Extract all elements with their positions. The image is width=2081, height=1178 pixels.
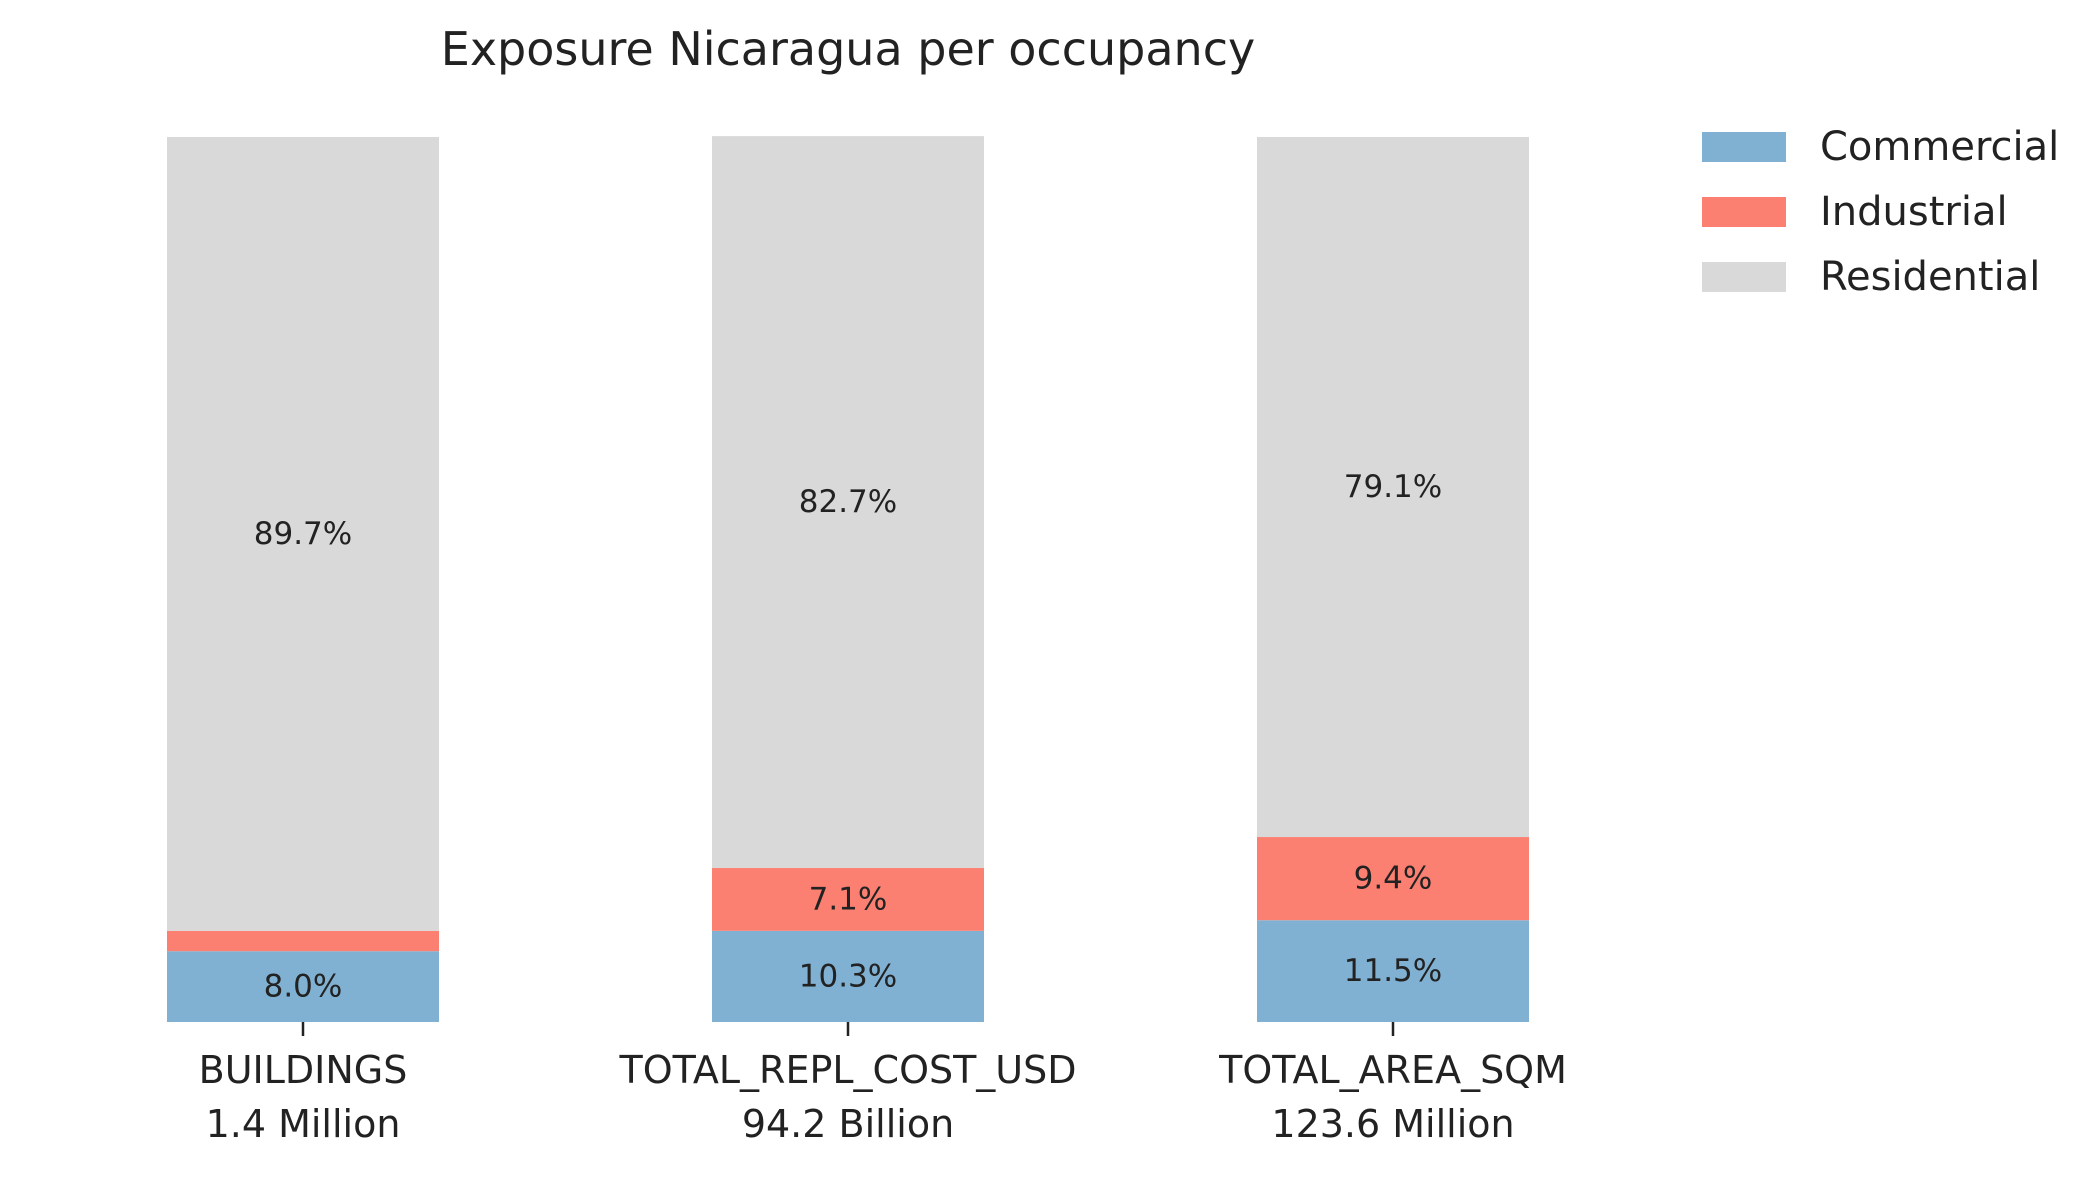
legend-swatch-industrial — [1702, 197, 1786, 227]
x-tick-total-label: 123.6 Million — [1271, 1102, 1514, 1146]
bar-segment-residential — [1257, 137, 1529, 838]
x-tick-total-label: 1.4 Million — [206, 1102, 401, 1146]
chart-title: Exposure Nicaragua per occupancy — [441, 22, 1255, 76]
bar-segment-industrial — [712, 868, 984, 931]
x-tick-total-label: 94.2 Billion — [742, 1102, 954, 1146]
data-label: 79.1% — [1344, 469, 1442, 505]
bar-segment-industrial — [1257, 837, 1529, 921]
bars-layer — [167, 136, 1529, 1022]
legend: Commercial Industrial Residential — [1702, 124, 2059, 300]
bar-segment-industrial — [167, 930, 439, 952]
x-tick-label: TOTAL_AREA_SQM — [1218, 1048, 1567, 1092]
x-tick-label: TOTAL_REPL_COST_USD — [618, 1048, 1076, 1092]
data-label: 7.1% — [809, 881, 888, 917]
bar-segment-commercial — [167, 951, 439, 1022]
data-label: 89.7% — [254, 516, 352, 552]
x-tick-label: BUILDINGS — [199, 1048, 408, 1092]
data-label: 11.5% — [1344, 953, 1442, 989]
bar-segment-commercial — [1257, 920, 1529, 1022]
data-label: 10.3% — [799, 958, 897, 994]
legend-label-residential: Residential — [1820, 254, 2040, 300]
segment-labels-layer: 8.0% 89.7% 10.3% 7.1% 82.7% 11.5% 9.4% 79.1% — [254, 469, 1442, 1005]
data-label: 8.0% — [264, 969, 343, 1005]
legend-swatch-residential — [1702, 262, 1786, 292]
x-axis: BUILDINGS 1.4 Million TOTAL_REPL_COST_USD 9… — [199, 1022, 1567, 1146]
data-label: 9.4% — [1354, 861, 1433, 897]
legend-label-commercial: Commercial — [1820, 124, 2059, 170]
bar-segment-commercial — [712, 930, 984, 1022]
bar-segment-residential — [167, 137, 439, 931]
bar-segment-residential — [712, 136, 984, 869]
legend-swatch-commercial — [1702, 132, 1786, 162]
legend-label-industrial: Industrial — [1820, 189, 2008, 235]
data-label: 82.7% — [799, 484, 897, 520]
